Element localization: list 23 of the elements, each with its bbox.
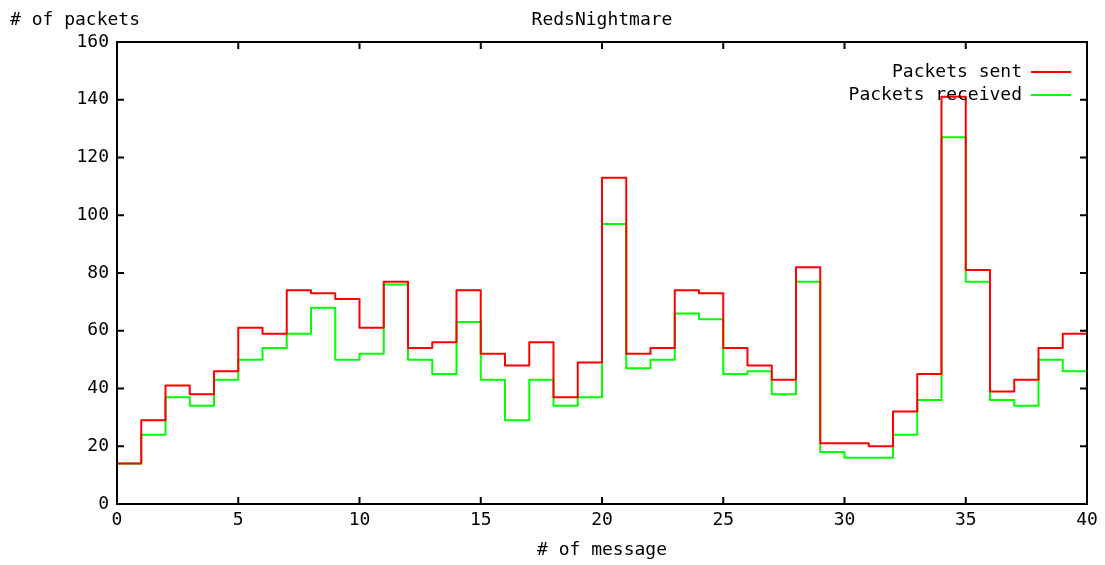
x-tick-label: 40: [1076, 508, 1098, 530]
x-tick-label: 25: [712, 508, 735, 530]
y-tick-label: 160: [76, 29, 109, 51]
legend-label: Packets received: [848, 82, 1022, 104]
y-tick-label: 140: [76, 87, 109, 109]
y-tick-label: 100: [76, 202, 109, 224]
x-axis-title: # of message: [536, 537, 668, 559]
x-tick-label: 15: [469, 508, 492, 530]
y-tick-label: 0: [98, 491, 109, 513]
y-axis-title: # of packets: [10, 7, 141, 29]
y-tick-label: 80: [87, 260, 109, 282]
y-tick-label: 20: [87, 433, 109, 455]
x-tick-label: 30: [833, 508, 856, 530]
x-tick-label: 35: [954, 508, 977, 530]
legend-label: Packets sent: [891, 59, 1022, 81]
x-tick-label: 5: [232, 508, 244, 530]
y-tick-label: 60: [87, 318, 109, 340]
chart-title: RedsNightmare: [531, 7, 673, 29]
y-tick-label: 120: [76, 145, 109, 167]
y-tick-label: 40: [87, 376, 109, 398]
x-tick-label: 20: [591, 508, 613, 530]
x-tick-label: 10: [348, 508, 371, 530]
x-tick-label: 0: [111, 508, 123, 530]
